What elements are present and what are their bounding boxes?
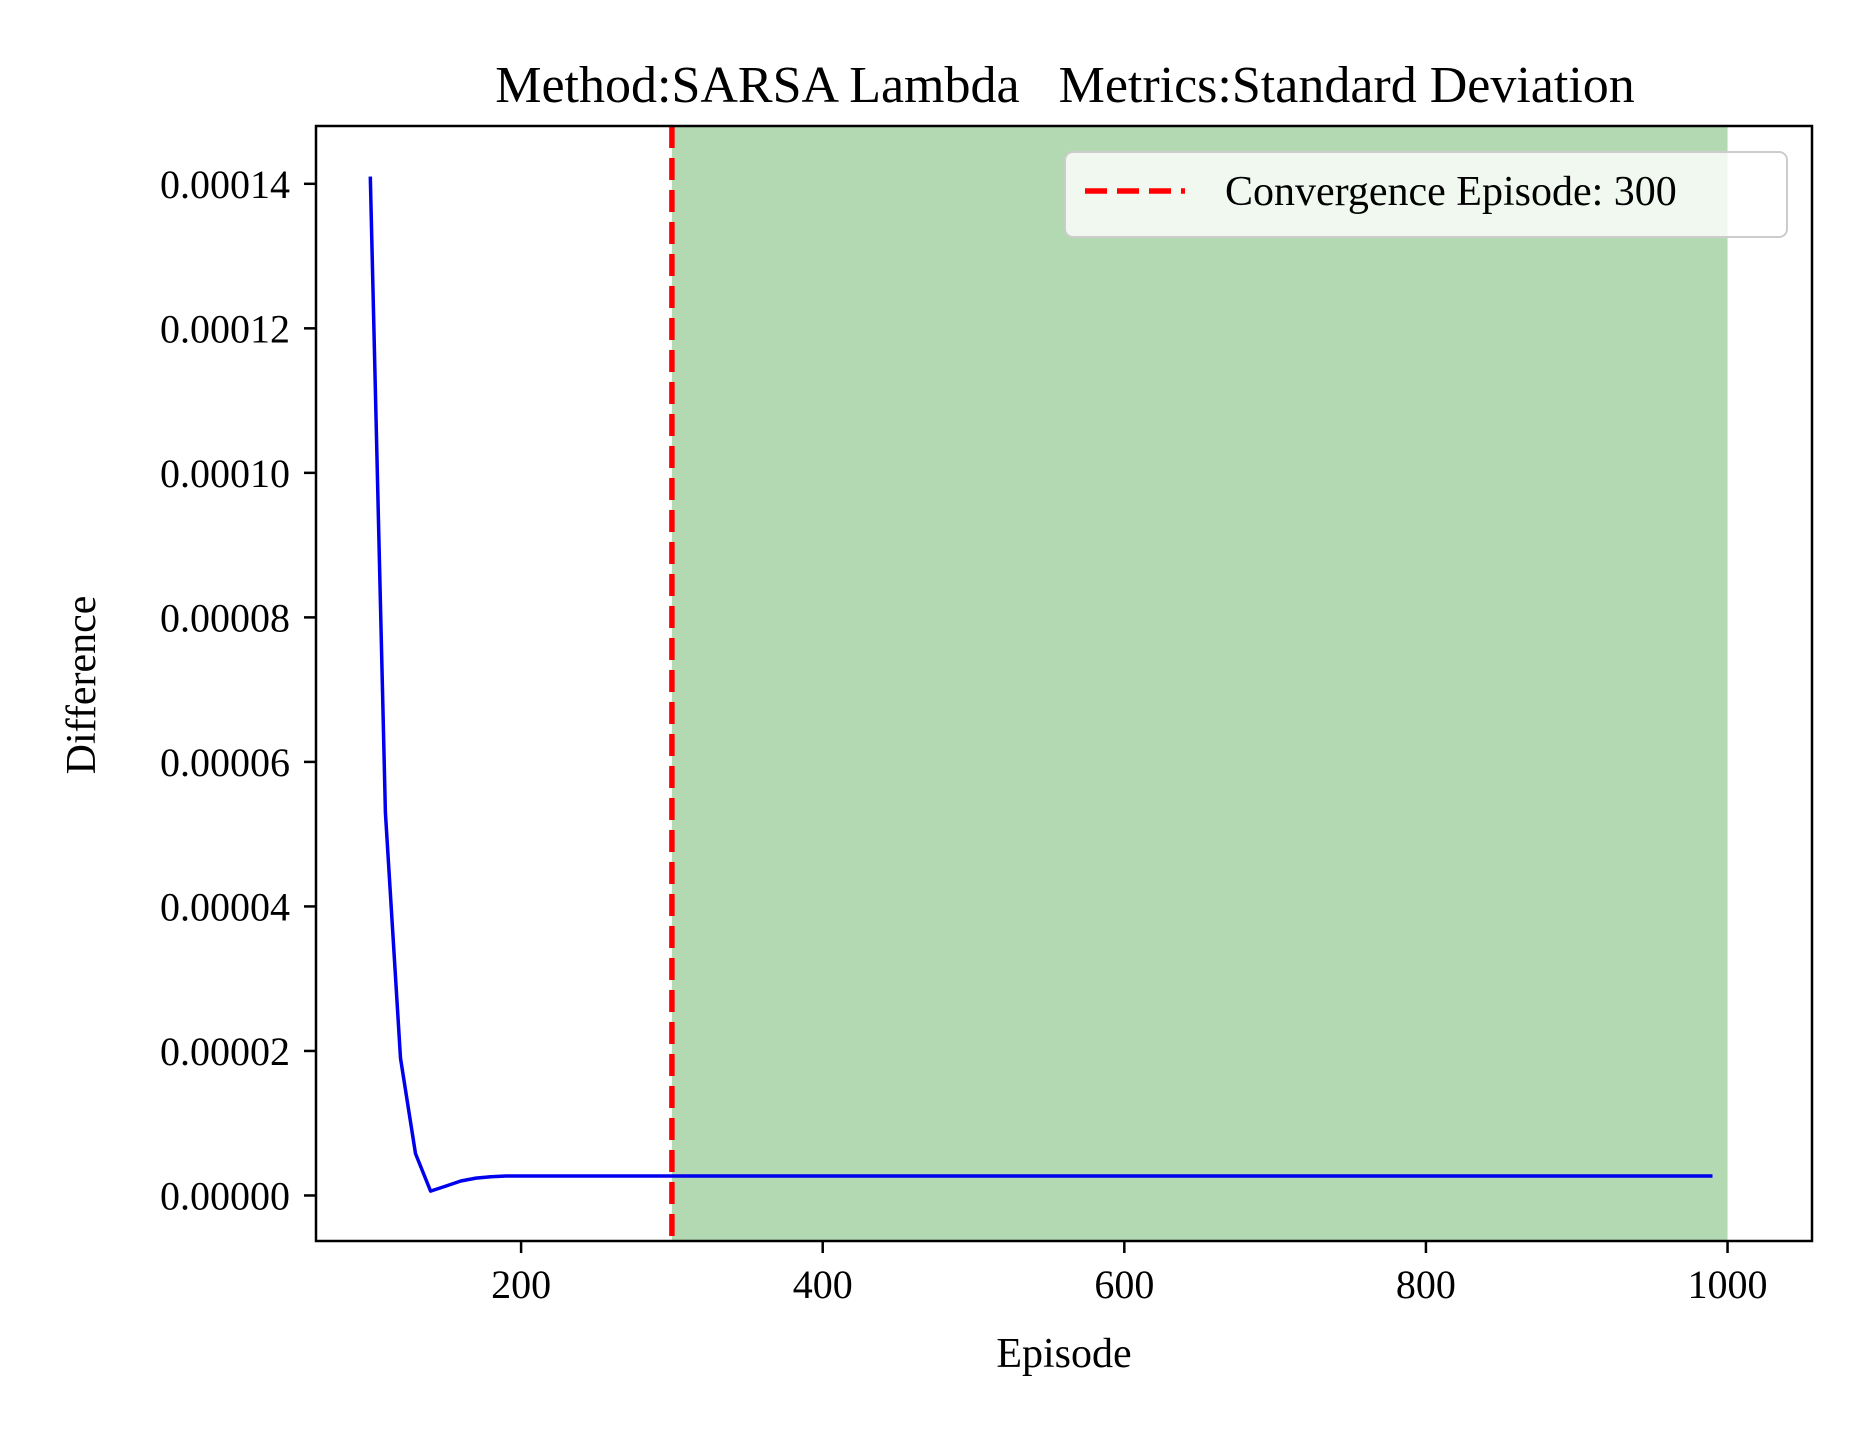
- y-tick-label: 0.00008: [160, 595, 290, 640]
- plot-frame: [314, 124, 1814, 1243]
- legend-box: [1064, 151, 1788, 238]
- x-axis-label: Episode: [996, 1331, 1131, 1377]
- x-tick-label: 1000: [1688, 1262, 1768, 1307]
- y-tick-label: 0.00012: [160, 306, 290, 351]
- series-line: [368, 176, 1713, 1193]
- x-tick-label: 400: [793, 1262, 853, 1307]
- y-tick-label: 0.00014: [160, 162, 290, 207]
- x-tick-label: 200: [491, 1262, 551, 1307]
- convergence-shaded-region: [671, 126, 1728, 1241]
- chart-title: Method:SARSA Lambda Metrics:Standard Dev…: [495, 57, 1635, 114]
- y-axis-label: Difference: [59, 596, 105, 775]
- y-axis: 0.00000 0.00002 0.00004 0.00006 0.00008 0.000…: [160, 162, 316, 1218]
- x-axis: 200 400 600 800 1000: [491, 1241, 1768, 1307]
- y-tick-label: 0.00002: [160, 1029, 290, 1074]
- legend: Convergence Episode: 300: [1064, 151, 1788, 238]
- x-tick-label: 600: [1094, 1262, 1154, 1307]
- plot-area: [314, 124, 1814, 1243]
- y-tick-label: 0.00010: [160, 451, 290, 496]
- y-tick-label: 0.00006: [160, 740, 290, 785]
- y-tick-label: 0.00000: [160, 1173, 290, 1218]
- y-tick-label: 0.00004: [160, 884, 290, 929]
- legend-label: Convergence Episode: 300: [1225, 169, 1677, 215]
- x-tick-label: 800: [1396, 1262, 1456, 1307]
